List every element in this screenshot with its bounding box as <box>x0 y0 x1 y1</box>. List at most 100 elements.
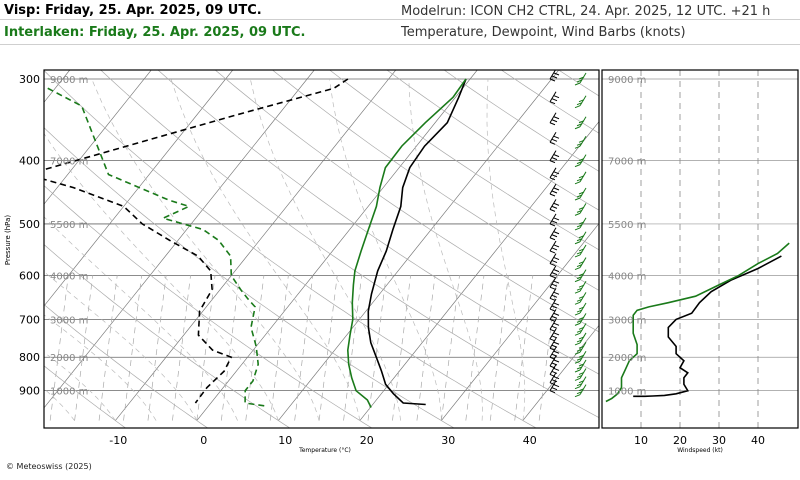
barb-flag <box>578 206 585 210</box>
dry-adiabat <box>271 70 599 291</box>
barb-flag <box>553 332 560 336</box>
wind-barb <box>549 298 560 312</box>
barb-flag <box>574 342 581 346</box>
barb-flag <box>578 306 585 310</box>
header-divider-bottom <box>0 44 800 45</box>
barb-flag <box>574 377 581 381</box>
wind-speed-series <box>605 242 790 403</box>
wind-barb <box>549 265 560 279</box>
wind-barb <box>574 72 587 86</box>
barb-flag <box>551 294 558 298</box>
barb-staff <box>579 368 587 379</box>
moist-adiabat <box>329 78 442 421</box>
barb-flag <box>578 380 585 384</box>
barb-flag <box>553 384 560 388</box>
barb-flag <box>553 269 560 273</box>
isotherm <box>115 70 397 421</box>
barb-flag <box>574 290 581 294</box>
barb-flag <box>576 329 583 333</box>
dry-adiabat <box>660 27 800 434</box>
barb-staff <box>579 72 587 84</box>
barb-flag <box>549 286 556 290</box>
barb-flag <box>578 371 585 375</box>
height-label: 1000 m <box>608 387 646 398</box>
wind-barb <box>549 276 560 290</box>
barb-staff <box>549 309 557 320</box>
barb-flag <box>549 308 556 312</box>
wind-barb <box>574 136 587 149</box>
barb-flag <box>574 360 581 364</box>
wind-barb <box>574 203 587 216</box>
barb-staff <box>549 328 557 340</box>
pressure-axis-label: Pressure (hPa) <box>4 215 12 265</box>
temperature-tick-label: 40 <box>523 434 537 447</box>
barb-staff <box>549 265 557 276</box>
barb-flag <box>553 135 560 139</box>
barb-flag <box>553 312 560 316</box>
barb-staff <box>549 372 557 383</box>
height-label: 1000 m <box>50 387 88 398</box>
height-label: 9000 m <box>50 75 88 86</box>
barb-flag <box>576 142 583 146</box>
height-label: 7000 m <box>50 157 88 168</box>
barb-flag <box>578 191 585 195</box>
height-label: 3000 m <box>50 315 88 326</box>
barb-staff <box>579 257 587 268</box>
barb-flag <box>576 348 583 352</box>
barb-flag <box>549 193 556 197</box>
barb-staff <box>579 154 587 165</box>
mixing-ratio-line <box>465 275 485 421</box>
barb-flag <box>549 390 556 394</box>
barb-flag <box>551 325 558 329</box>
barb-flag <box>549 263 556 267</box>
dry-adiabat <box>44 185 373 428</box>
barb-flag <box>578 316 585 320</box>
dry-adiabat <box>329 70 599 251</box>
wind-barb <box>549 380 560 394</box>
barb-flag <box>576 209 583 213</box>
dry-adiabat <box>44 304 209 428</box>
height-label: 5500 m <box>50 220 88 231</box>
barb-flag <box>549 101 556 105</box>
wind-barb <box>574 280 587 294</box>
mixing-ratio-line <box>196 275 216 421</box>
wind-barb <box>574 269 587 283</box>
barb-flag <box>549 160 556 164</box>
barb-flag <box>576 298 583 302</box>
wind-barb <box>574 187 587 201</box>
isotherm <box>44 70 152 205</box>
chart-description: Temperature, Dewpoint, Wind Barbs (knots… <box>401 25 686 40</box>
barb-staff <box>579 231 587 243</box>
moist-adiabat <box>249 78 401 421</box>
barb-flag <box>578 354 585 358</box>
barb-flag <box>551 283 558 287</box>
barb-flag <box>551 75 558 79</box>
barb-flag <box>549 237 556 241</box>
barb-staff <box>549 132 557 143</box>
mixing-ratio-line <box>123 275 142 421</box>
barb-flag <box>574 82 581 86</box>
wind-barb <box>549 199 560 212</box>
barb-staff <box>579 384 587 395</box>
visp-wind-speed-line <box>633 255 782 398</box>
dry-adiabat <box>386 70 599 211</box>
wind-barb <box>574 244 587 258</box>
barb-flag <box>574 312 581 316</box>
moist-adiabat <box>44 351 116 421</box>
copyright-note: © Meteoswiss (2025) <box>6 462 92 471</box>
barb-flag <box>574 351 581 355</box>
mixing-ratio-line <box>172 275 191 421</box>
barb-staff <box>579 350 587 362</box>
dry-adiabat <box>44 127 455 428</box>
wind-barb <box>549 253 560 267</box>
wind-barb <box>549 337 560 351</box>
barb-flag <box>574 301 581 305</box>
mixing-ratio-line <box>269 275 289 421</box>
mixing-ratio-line <box>245 275 265 421</box>
barb-flag <box>549 141 556 145</box>
sounding-series <box>44 78 467 408</box>
dry-adiabat <box>100 70 599 419</box>
header-divider <box>0 19 800 20</box>
isotherm <box>522 324 599 421</box>
barb-staff <box>579 280 587 292</box>
